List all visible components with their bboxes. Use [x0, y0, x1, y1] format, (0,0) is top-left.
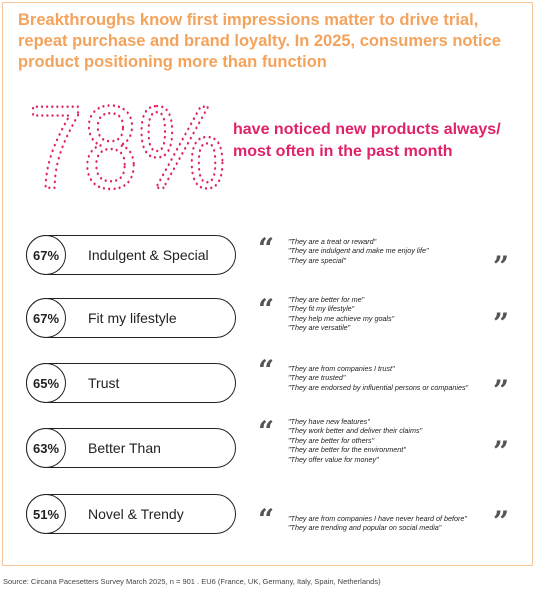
big-stat-caption-line2: most often in the past month: [233, 143, 453, 160]
big-stat-caption-line1: have noticed new products always/: [233, 121, 501, 138]
quote-line: "They are versatile": [288, 323, 351, 333]
percent-circle: 67%: [26, 235, 66, 275]
consumer-quotes: "They are better for me" "They fit my li…: [288, 295, 488, 333]
quote-line: "They are trusted": [288, 373, 346, 383]
percent-circle: 63%: [26, 428, 66, 468]
quote-line: "They are from companies I have never he…: [288, 514, 467, 523]
consumer-quotes: "They have new features" "They work bett…: [288, 417, 488, 464]
close-quote-icon: ”: [493, 435, 510, 468]
source-footnote: Source: Circana Pacesetters Survey March…: [3, 577, 381, 586]
infographic-frame: [2, 2, 533, 566]
quote-line: "They are special": [288, 255, 346, 265]
driver-row-indulgent: 67% Indulgent & Special “ "They are a tr…: [26, 232, 526, 283]
driver-label: Novel & Trendy: [88, 506, 184, 522]
percent-circle: 67%: [26, 298, 66, 338]
driver-label: Better Than: [88, 440, 161, 456]
driver-label: Trust: [88, 375, 120, 391]
headline: Breakthroughs know first impressions mat…: [18, 11, 501, 71]
driver-row-novel: 51% Novel & Trendy “ "They are from comp…: [26, 494, 526, 538]
quote-line: "They are a treat or reward": [288, 237, 377, 246]
open-quote-icon: “: [258, 354, 275, 387]
big-stat-caption: have noticed new products always/ most o…: [233, 119, 523, 163]
quote-line: "They are endorsed by influential person…: [288, 382, 469, 392]
close-quote-icon: ”: [493, 505, 510, 538]
driver-label: Indulgent & Special: [88, 247, 209, 263]
percent-circle: 51%: [26, 494, 66, 534]
big-stat-value: 78%: [28, 100, 226, 192]
big-stat-78-percent: 78%: [27, 81, 228, 216]
quote-line: "They work better and deliver their clai…: [288, 426, 423, 436]
quote-line: "They are indulgent and make me enjoy li…: [288, 246, 429, 256]
driver-row-trust: 65% Trust “ "They are from companies I t…: [26, 357, 526, 407]
consumer-quotes: "They are from companies I have never he…: [288, 514, 488, 533]
quote-line: "They are better for the environment": [288, 445, 406, 455]
open-quote-icon: “: [258, 415, 275, 448]
close-quote-icon: ”: [493, 250, 510, 283]
open-quote-icon: “: [258, 232, 275, 265]
open-quote-icon: “: [258, 503, 275, 536]
percent-circle: 65%: [26, 363, 66, 403]
quote-line: "They offer value for money": [288, 454, 379, 464]
quote-line: "They are better for others": [288, 435, 375, 445]
quote-line: "They are trending and popular on social…: [288, 523, 442, 533]
consumer-quotes: "They are from companies I trust" "They …: [288, 364, 488, 392]
close-quote-icon: ”: [493, 307, 510, 340]
quote-line: "They are from companies I trust": [288, 364, 395, 373]
quote-line: "They have new features": [288, 417, 370, 426]
driver-row-lifestyle: 67% Fit my lifestyle “ "They are better …: [26, 293, 526, 342]
quote-line: "They are better for me": [288, 295, 365, 304]
close-quote-icon: ”: [493, 374, 510, 407]
quote-line: "They fit my lifestyle": [288, 304, 355, 314]
driver-label: Fit my lifestyle: [88, 310, 177, 326]
open-quote-icon: “: [258, 293, 275, 326]
consumer-quotes: "They are a treat or reward" "They are i…: [288, 237, 488, 265]
driver-row-better-than: 63% Better Than “ "They have new feature…: [26, 417, 526, 472]
quote-line: "They help me achieve my goals": [288, 313, 395, 323]
